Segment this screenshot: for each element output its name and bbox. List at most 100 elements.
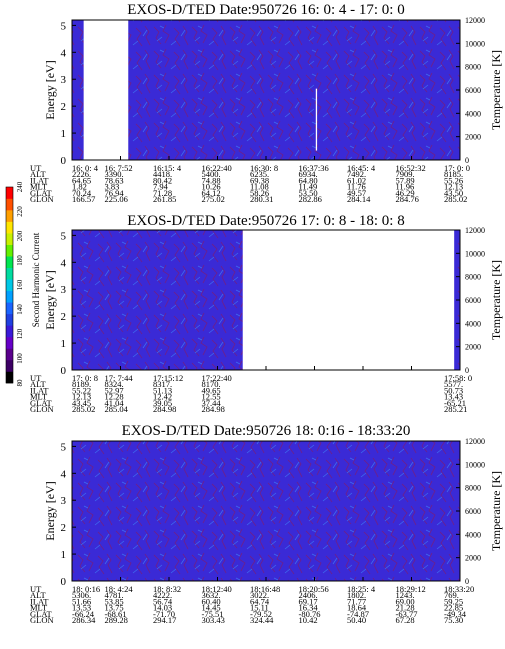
- info-cell: 5400.: [202, 169, 221, 179]
- info-cell: 16: 0: 4: [72, 163, 99, 173]
- info-cell: 15.11: [250, 603, 269, 613]
- info-cell: 16: 7:52: [105, 163, 133, 173]
- info-cell: 8189.: [72, 379, 91, 389]
- info-row-label: GLON: [30, 615, 54, 625]
- y-tick-label: 5: [61, 230, 67, 242]
- info-row-label: GLAT: [30, 398, 53, 408]
- right-axis-label: Temperature [K]: [489, 471, 503, 551]
- info-cell: 14.45: [202, 603, 221, 613]
- info-cell: 55.22: [72, 385, 91, 395]
- info-cell: 8324.: [105, 379, 124, 389]
- info-row-label: MLT: [30, 603, 48, 613]
- info-cell: 64.80: [299, 175, 318, 185]
- heatmap-area: [72, 441, 460, 581]
- info-cell: 1802.: [347, 590, 366, 600]
- colorbar-segment: [6, 302, 13, 315]
- info-cell: -65.21: [444, 398, 466, 408]
- info-row-label: UT: [30, 373, 42, 383]
- info-cell: 71.77: [347, 596, 366, 606]
- y-tick-label: 1: [61, 338, 67, 350]
- colorbar-tick-label: 240: [16, 181, 24, 192]
- colorbar-tick-label: 100: [16, 353, 24, 364]
- y-tick-label: 1: [61, 549, 67, 561]
- colorbar-label: Second Harmonic Current: [31, 232, 41, 327]
- info-cell: 289.28: [105, 615, 128, 625]
- info-cell: 7492.: [347, 169, 366, 179]
- info-row-label: ALT: [30, 169, 47, 179]
- info-cell: 76.94: [105, 188, 125, 198]
- colorbar-segment: [6, 279, 13, 292]
- right-tick-label: 10000: [465, 460, 485, 469]
- info-row-label: ILAT: [30, 385, 49, 395]
- info-row-label: GLAT: [30, 609, 53, 619]
- info-row-label: MLT: [30, 392, 48, 402]
- info-cell: 284.76: [396, 194, 419, 204]
- info-cell: 280.31: [250, 194, 273, 204]
- y-tick-label: 5: [61, 441, 67, 453]
- info-cell: 18:20:56: [299, 584, 329, 594]
- y-tick-label: 3: [61, 284, 67, 296]
- info-cell: 3390.: [105, 169, 124, 179]
- colorbar-segment: [6, 313, 13, 326]
- colorbar-segment: [6, 371, 13, 384]
- info-cell: 275.02: [202, 194, 225, 204]
- y-tick-label: 2: [61, 522, 67, 534]
- y-tick-label: 3: [61, 74, 67, 86]
- info-cell: 303.43: [202, 615, 225, 625]
- info-cell: 17:58: 0: [444, 373, 472, 383]
- info-cell: 17:22:40: [202, 373, 232, 383]
- info-row-label: UT: [30, 163, 42, 173]
- info-cell: 51.13: [153, 385, 172, 395]
- info-cell: 70.24: [72, 188, 92, 198]
- info-cell: 285.04: [105, 404, 129, 414]
- info-cell: 69.17: [299, 596, 318, 606]
- info-row-label: ILAT: [30, 175, 49, 185]
- panel-title: EXOS-D/TED Date:950726 17: 0: 8 - 18: 0:…: [127, 213, 404, 229]
- info-cell: 10.26: [202, 182, 221, 192]
- data-gap: [83, 20, 129, 160]
- colorbar-tick-label: 220: [16, 206, 24, 217]
- y-tick-label: 5: [61, 20, 67, 32]
- info-cell: -79.52: [250, 609, 272, 619]
- colorbar-segment: [6, 348, 13, 361]
- colorbar-tick-label: 140: [16, 304, 24, 315]
- info-cell: 46.29: [396, 188, 415, 198]
- info-cell: 3022.: [250, 590, 269, 600]
- info-cell: 53.85: [105, 596, 124, 606]
- info-cell: 80.42: [153, 175, 172, 185]
- info-cell: 43.45: [72, 398, 91, 408]
- info-cell: -75.51: [202, 609, 224, 619]
- info-cell: 16:22:40: [202, 163, 232, 173]
- y-tick-label: 2: [61, 101, 67, 113]
- info-cell: 16:15: 4: [153, 163, 182, 173]
- info-cell: 39.05: [153, 398, 172, 408]
- info-cell: 55.26: [444, 175, 463, 185]
- colorbar-segment: [6, 325, 13, 338]
- y-tick-label: 1: [61, 128, 67, 140]
- info-cell: 12.42: [153, 392, 172, 402]
- y-tick-label: 4: [61, 257, 67, 269]
- info-cell: -68.61: [105, 609, 127, 619]
- info-cell: 75.30: [444, 615, 463, 625]
- info-cell: 13.53: [72, 603, 91, 613]
- colorbar-segment: [6, 359, 13, 372]
- info-cell: 8170.: [202, 379, 221, 389]
- info-cell: 69.38: [250, 175, 269, 185]
- info-cell: 12.55: [202, 392, 221, 402]
- info-cell: 5306.: [72, 590, 91, 600]
- info-cell: 18.64: [347, 603, 367, 613]
- info-cell: 21.28: [396, 603, 415, 613]
- info-row-label: MLT: [30, 182, 48, 192]
- y-axis-label: Energy [eV]: [43, 270, 57, 329]
- info-cell: 286.34: [72, 615, 96, 625]
- info-cell: 52.97: [105, 385, 124, 395]
- right-tick-label: 0: [465, 366, 469, 375]
- panel-title: EXOS-D/TED Date:950726 18: 0:16 - 18:33:…: [122, 423, 411, 439]
- info-cell: 17:15:12: [153, 373, 183, 383]
- info-cell: 11.96: [396, 182, 415, 192]
- info-cell: 285.02: [72, 404, 95, 414]
- info-cell: 284.14: [347, 194, 371, 204]
- info-cell: 284.98: [202, 404, 225, 414]
- right-axis-label: Temperature [K]: [489, 260, 503, 340]
